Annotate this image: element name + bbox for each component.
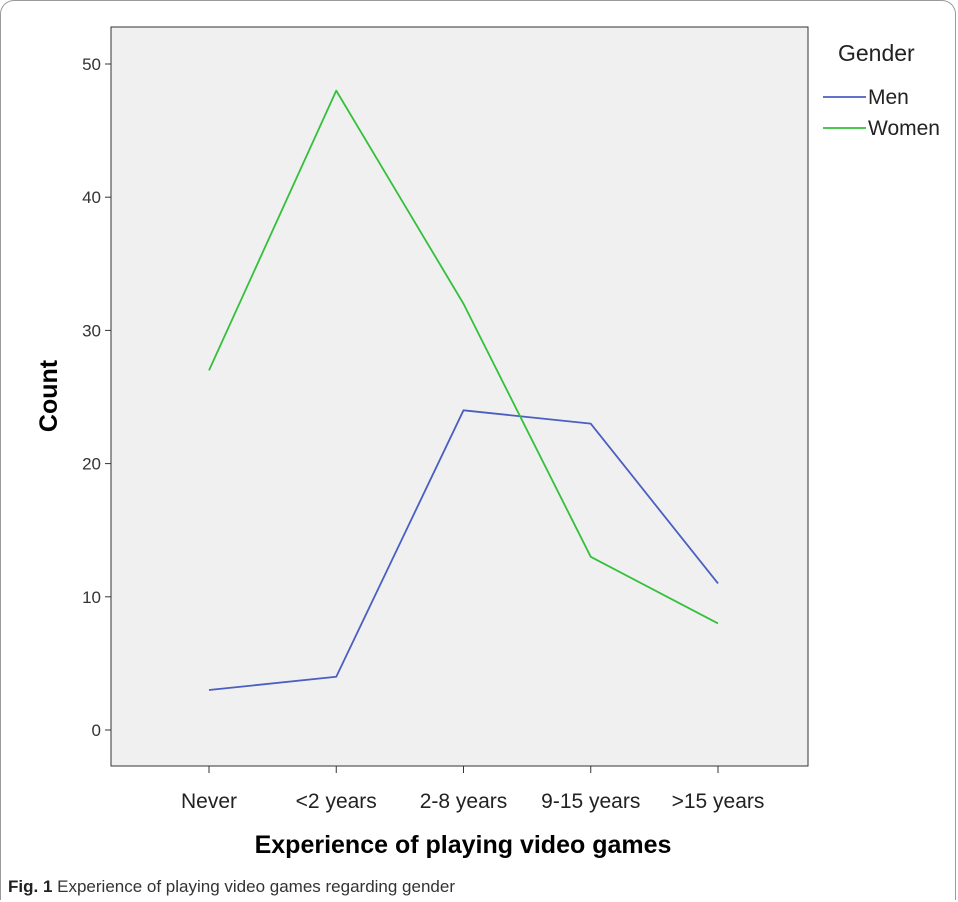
series-layer: [208, 89, 719, 691]
y-axis-label: Count: [35, 359, 63, 432]
figure-caption-label: Fig. 1: [8, 877, 53, 896]
figure-caption: Fig. 1 Experience of playing video games…: [8, 877, 455, 897]
legend-label-women: Women: [868, 117, 940, 140]
x-tick-label: 9-15 years: [541, 790, 640, 813]
x-tick-label: Never: [181, 790, 237, 813]
legend: Gender Men Women: [823, 40, 940, 140]
y-tick-label: 30: [82, 321, 101, 340]
line-chart: 0 10 20 30 40 50 Never <2 years 2-8 years 9-15 y…: [35, 26, 940, 859]
legend-items: Men Women: [823, 86, 940, 140]
plot-area: [110, 26, 809, 767]
x-tick-label: <2 years: [296, 790, 377, 813]
y-tick-label: 20: [82, 455, 101, 474]
y-tick-label: 50: [82, 55, 101, 74]
series-line-men: [208, 409, 719, 691]
figure-caption-text: Experience of playing video games regard…: [52, 877, 455, 896]
legend-label-men: Men: [868, 86, 909, 109]
y-tick-label: 40: [82, 188, 101, 207]
y-axis: 0 10 20 30 40 50: [82, 55, 111, 740]
legend-title: Gender: [838, 40, 915, 66]
x-tick-label: 2-8 years: [420, 790, 508, 813]
x-axis: Never <2 years 2-8 years 9-15 years >15 year…: [181, 766, 764, 813]
y-tick-label: 0: [92, 721, 101, 740]
y-tick-label: 10: [82, 588, 101, 607]
x-axis-label: Experience of playing video games: [255, 831, 672, 859]
series-line-women: [208, 89, 719, 625]
x-tick-label: >15 years: [672, 790, 765, 813]
